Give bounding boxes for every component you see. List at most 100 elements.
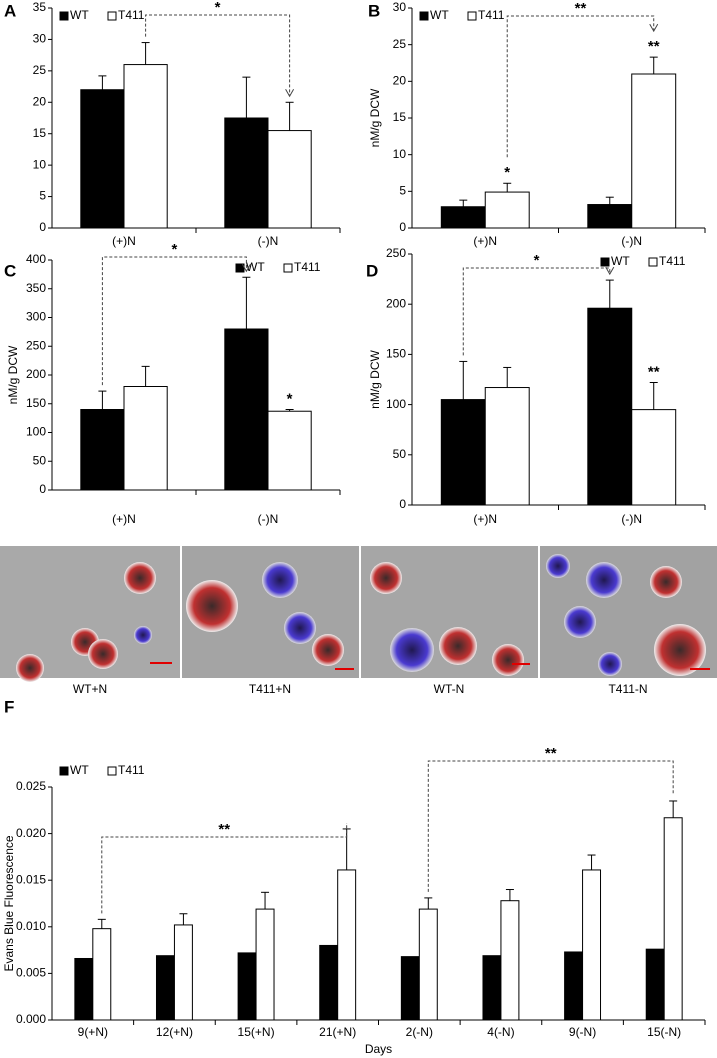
significance-mark: * bbox=[534, 252, 540, 269]
legend-swatch bbox=[419, 11, 429, 21]
y-tick-label: 30 bbox=[33, 32, 47, 46]
bar bbox=[564, 951, 584, 1021]
x-tick-label: 12(+N) bbox=[156, 1025, 193, 1039]
bracket-arrow bbox=[605, 266, 615, 276]
cell bbox=[439, 627, 477, 665]
y-tick-label: 0.005 bbox=[16, 966, 46, 980]
bar bbox=[587, 307, 633, 506]
y-tick-label: 400 bbox=[26, 252, 46, 266]
x-tick-label: 4(-N) bbox=[487, 1025, 514, 1039]
scale-bars bbox=[150, 662, 710, 670]
significance-mark: ** bbox=[648, 363, 660, 380]
error-bar bbox=[141, 42, 150, 65]
image-caption: WT-N bbox=[434, 682, 465, 696]
x-tick-label: (-)N bbox=[258, 512, 279, 526]
legend-swatch bbox=[648, 257, 658, 267]
cell bbox=[88, 639, 118, 669]
y-tick-label: 150 bbox=[386, 347, 406, 361]
cell bbox=[16, 654, 44, 682]
bar bbox=[267, 410, 312, 491]
cell bbox=[312, 634, 344, 666]
cell bbox=[598, 652, 622, 676]
error-bar bbox=[242, 76, 251, 118]
significance-bracket bbox=[427, 760, 674, 892]
image-caption: T411-N bbox=[608, 682, 647, 696]
chart-panel: C 0 50 100 150 200 250 300 350 400 nM/g DCW (+)N (-)… bbox=[4, 241, 341, 526]
bracket-arrow bbox=[649, 23, 659, 33]
legend-label: T411 bbox=[478, 8, 505, 22]
y-tick-label: 250 bbox=[26, 338, 46, 352]
x-tick-label: (+)N bbox=[473, 512, 497, 526]
y-tick-label: 50 bbox=[33, 453, 47, 467]
panel-label: B bbox=[368, 1, 380, 20]
y-axis-label: nM/g DCW bbox=[368, 349, 382, 408]
significance-bracket bbox=[145, 14, 291, 97]
y-tick-label: 200 bbox=[26, 367, 46, 381]
error-bar bbox=[285, 101, 294, 131]
legend-swatch bbox=[107, 766, 117, 776]
y-axis-label: nM/g DCW bbox=[368, 88, 382, 147]
error-bar bbox=[98, 75, 107, 90]
x-tick-label: (-)N bbox=[621, 512, 642, 526]
error-bar bbox=[141, 365, 150, 387]
x-tick-label: (+)N bbox=[473, 234, 497, 248]
y-tick-label: 15 bbox=[393, 110, 407, 124]
cell bbox=[370, 562, 402, 594]
significance-mark: * bbox=[504, 164, 510, 181]
bar bbox=[337, 869, 357, 1021]
bar bbox=[484, 387, 530, 506]
cell bbox=[124, 562, 156, 594]
significance-bracket bbox=[462, 267, 611, 356]
bar bbox=[663, 817, 683, 1021]
panel-label: C bbox=[4, 261, 16, 280]
error-bar bbox=[424, 897, 433, 910]
bar bbox=[418, 908, 438, 1021]
bar bbox=[173, 924, 193, 1021]
y-tick-label: 5 bbox=[399, 184, 406, 198]
y-tick-label: 20 bbox=[393, 74, 407, 88]
error-bar bbox=[505, 889, 514, 901]
y-tick-label: 300 bbox=[26, 310, 46, 324]
bar bbox=[582, 869, 602, 1021]
y-tick-label: 0 bbox=[399, 220, 406, 234]
significance-bracket bbox=[101, 256, 247, 386]
chart-panel: A 0 5 10 15 20 25 30 35 (+)N (-)N WT T411 * bbox=[4, 0, 341, 248]
error-bar bbox=[459, 199, 468, 207]
bar bbox=[319, 944, 339, 1021]
error-bar bbox=[261, 891, 270, 910]
cell bbox=[564, 606, 596, 638]
y-tick-label: 35 bbox=[33, 0, 47, 14]
panel-label: A bbox=[4, 1, 16, 20]
x-tick-label: 9(-N) bbox=[569, 1025, 596, 1039]
error-bar bbox=[98, 390, 107, 410]
bar bbox=[482, 955, 502, 1021]
image-caption: T411+N bbox=[249, 682, 291, 696]
bracket-arrow bbox=[285, 89, 295, 98]
legend-label: T411 bbox=[118, 8, 145, 22]
y-tick-label: 350 bbox=[26, 281, 46, 295]
error-bar bbox=[459, 360, 468, 400]
error-bar bbox=[669, 800, 678, 818]
y-axis-label: Evans Blue Fluorescence bbox=[2, 835, 16, 971]
legend-label: WT bbox=[611, 254, 630, 268]
error-bar bbox=[503, 182, 512, 193]
significance-mark: ** bbox=[575, 0, 587, 17]
bar bbox=[224, 117, 269, 229]
bar bbox=[123, 386, 168, 491]
panel-label: F bbox=[4, 697, 14, 716]
bar bbox=[80, 89, 125, 229]
y-tick-label: 0.020 bbox=[16, 826, 46, 840]
cell bbox=[134, 626, 152, 644]
bar bbox=[92, 928, 112, 1021]
y-tick-label: 150 bbox=[26, 396, 46, 410]
image-panel: E WT+N T411+N WT-N T411-N bbox=[0, 545, 717, 696]
bar bbox=[440, 399, 486, 506]
bar bbox=[155, 955, 175, 1021]
significance-mark: ** bbox=[545, 745, 557, 762]
bracket-arrow bbox=[241, 264, 251, 273]
legend-swatch bbox=[283, 263, 293, 273]
y-tick-label: 5 bbox=[39, 189, 46, 203]
error-bar bbox=[179, 913, 188, 925]
x-tick-label: 2(-N) bbox=[406, 1025, 433, 1039]
legend-label: T411 bbox=[659, 254, 686, 268]
